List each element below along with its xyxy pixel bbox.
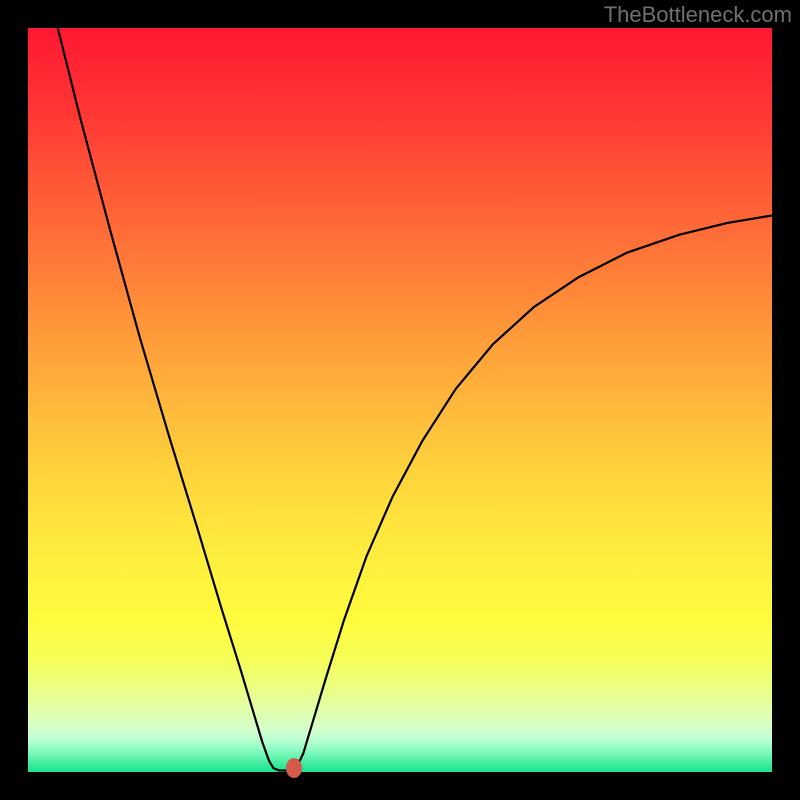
plot-area — [28, 28, 772, 772]
watermark-text: TheBottleneck.com — [604, 2, 792, 28]
minimum-marker — [286, 758, 302, 778]
chart-svg — [28, 28, 772, 772]
curve-left-branch — [58, 28, 292, 771]
curve-right-branch — [292, 215, 772, 770]
